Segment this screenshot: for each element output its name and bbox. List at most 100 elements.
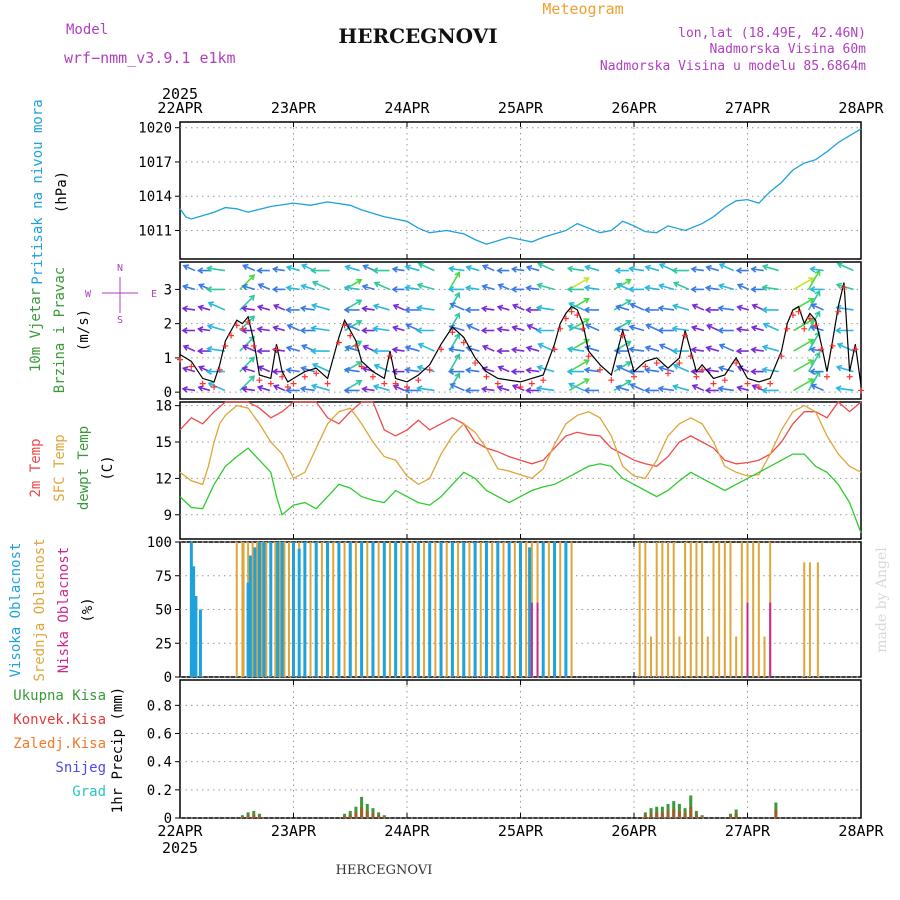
y-tick-label: 1014 — [138, 189, 172, 205]
wind-arrow — [793, 378, 814, 392]
wind-arrow-head — [690, 346, 697, 354]
wind-arrow — [793, 277, 814, 291]
y-tick-label: 0.2 — [147, 783, 172, 799]
wind-arrow — [706, 369, 719, 373]
gust-marker — [472, 360, 479, 367]
gust-marker — [806, 315, 813, 322]
wind-arrow — [207, 347, 226, 352]
wind-arrow-head — [690, 368, 697, 375]
wind-arrow-head — [496, 326, 503, 333]
y-axis-title-temperature: (C) — [100, 455, 116, 480]
wind-arrow-head — [300, 365, 307, 373]
wind-arrow-head — [628, 265, 635, 273]
precip-bar-convective — [252, 814, 256, 818]
wind-arrow — [373, 385, 390, 392]
wind-arrow — [837, 262, 854, 272]
wind-arrow — [837, 343, 854, 352]
wind-arrow — [208, 302, 226, 311]
model-name: wrf−nmm_v3.9.1 e1km — [64, 49, 236, 67]
wind-arrow — [312, 281, 330, 291]
cloud-bar-mid — [644, 542, 647, 677]
wind-arrow — [569, 383, 585, 392]
cloud-bar-mid — [332, 542, 335, 677]
cloud-bar-mid — [689, 542, 692, 677]
wind-arrow-head — [391, 286, 398, 293]
gust-marker — [483, 373, 490, 380]
gust-marker — [211, 384, 218, 391]
y-tick-label: 1020 — [138, 121, 172, 137]
wind-arrow-head — [583, 284, 591, 292]
wind-arrow-head — [691, 303, 698, 310]
wind-arrow-head — [465, 366, 472, 374]
precip-bar — [354, 806, 358, 818]
wind-arrow — [537, 387, 555, 392]
wind-arrow-head — [718, 343, 726, 350]
wind-arrow-head — [658, 343, 666, 350]
cloud-bar-mid — [287, 542, 290, 677]
cloud-bar-high — [348, 542, 352, 677]
wind-arrow-head — [525, 345, 533, 352]
wind-arrow — [645, 368, 660, 373]
cloud-bar-high — [269, 542, 273, 677]
y-axis-title-wind: 10m Vjetar — [28, 288, 44, 372]
wind-arrow — [182, 307, 196, 311]
wind-arrow-head — [625, 299, 632, 306]
precip-bar-convective — [677, 810, 681, 818]
cloud-bar-mid — [274, 542, 277, 677]
wind-arrow-head — [272, 384, 280, 391]
gust-marker — [744, 380, 751, 387]
wind-arrow-head — [496, 347, 503, 355]
y-axis-title-wind: (m/s) — [76, 309, 92, 351]
wind-arrow-head — [615, 384, 622, 392]
wind-arrow — [737, 366, 750, 373]
wind-arrow — [418, 343, 435, 352]
gust-marker — [279, 373, 286, 380]
cloud-bar-mid — [570, 542, 573, 677]
wind-arrow — [616, 365, 630, 373]
gust-marker — [699, 366, 706, 373]
wind-arrow — [568, 348, 585, 352]
wind-arrow-head — [205, 286, 213, 293]
wind-arrow-head — [310, 325, 317, 332]
wind-arrow-head — [535, 327, 542, 334]
cloud-bar-mid — [695, 542, 698, 677]
wind-arrow-head — [286, 323, 293, 330]
gust-marker — [619, 332, 626, 339]
series-line-wind-speed — [179, 282, 862, 386]
wind-arrow-head — [285, 264, 293, 272]
wind-arrow — [718, 307, 734, 311]
wind-arrow — [810, 267, 824, 272]
cloud-bar-high — [541, 542, 545, 677]
precip-bar — [240, 815, 244, 818]
precip-bar — [382, 815, 386, 818]
gust-marker — [693, 373, 700, 380]
wind-arrow-head — [535, 385, 543, 392]
wind-arrow-head — [658, 283, 665, 290]
wind-arrow-head — [241, 365, 248, 373]
wind-arrow-head — [361, 305, 368, 313]
precip-bar-convective — [700, 816, 704, 818]
wind-arrow-head — [736, 304, 743, 312]
wind-arrow — [405, 346, 420, 352]
cloud-bar-mid — [260, 542, 263, 677]
wind-arrow-head — [672, 383, 679, 391]
wind-arrow-head — [301, 263, 308, 270]
wind-arrow-head — [373, 363, 381, 370]
wind-arrow — [645, 266, 660, 272]
wind-arrow — [537, 366, 555, 373]
y-tick-label: 18 — [155, 399, 172, 415]
wind-arrow-head — [705, 345, 712, 352]
wind-arrow-head — [196, 267, 204, 274]
wind-arrow-head — [751, 303, 758, 310]
wind-arrow — [417, 283, 435, 291]
meteogram-subtitle: Meteogram — [542, 0, 623, 18]
wind-arrow — [692, 326, 705, 332]
wind-arrow-head — [671, 325, 678, 333]
wind-arrow — [393, 268, 405, 272]
wind-arrow — [807, 371, 821, 391]
gust-marker — [540, 377, 547, 384]
wind-arrow-head — [198, 283, 205, 290]
wind-arrow — [629, 267, 645, 272]
wind-arrow-head — [511, 325, 518, 332]
cloud-bar-mid — [491, 542, 494, 677]
